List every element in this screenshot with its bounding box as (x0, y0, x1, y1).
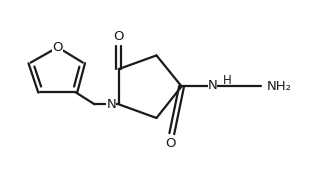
Text: O: O (165, 137, 175, 150)
Text: O: O (53, 41, 63, 54)
Text: N: N (208, 79, 217, 92)
Text: NH₂: NH₂ (266, 80, 291, 93)
Text: N: N (106, 98, 116, 111)
Text: O: O (114, 30, 124, 43)
Text: H: H (223, 74, 231, 87)
